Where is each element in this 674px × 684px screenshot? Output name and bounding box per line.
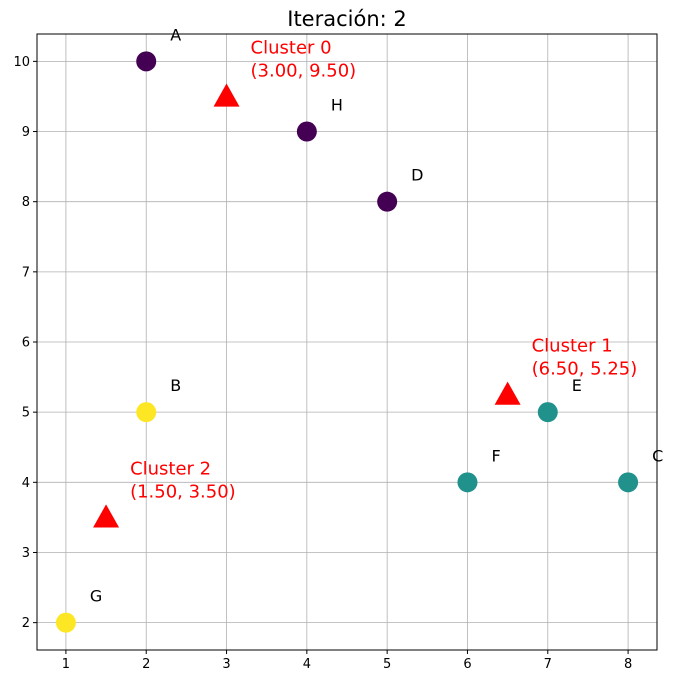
y-tick-label: 3: [22, 546, 30, 561]
data-point: [618, 472, 639, 493]
data-point: [296, 121, 317, 142]
centroid-label: Cluster 2 (1.50, 3.50): [130, 458, 236, 502]
y-tick-label: 6: [22, 336, 30, 351]
axis-ticks: 1 2 3 4 5 6 7 8 2 3 4 5 6 7 8 9 10: [13, 55, 632, 672]
x-tick-label: 3: [222, 657, 230, 672]
y-tick-label: 5: [22, 406, 30, 421]
centroid-coords: (1.50, 3.50): [130, 481, 236, 502]
point-label: H: [331, 96, 343, 115]
x-tick-label: 1: [62, 657, 70, 672]
data-point: [136, 51, 157, 72]
point-label: C: [652, 446, 663, 465]
data-point: [377, 191, 398, 212]
centroid-marker: [213, 83, 240, 107]
x-tick-label: 2: [142, 657, 150, 672]
y-tick-label: 7: [22, 265, 30, 280]
plot-frame: [36, 33, 658, 651]
y-tick-label: 8: [22, 195, 30, 210]
centroid-name: Cluster 1: [532, 336, 613, 357]
data-points: A B C D E F G H: [55, 25, 663, 633]
x-tick-label: 6: [463, 657, 471, 672]
centroid-label: Cluster 0 (3.00, 9.50): [251, 37, 357, 81]
y-tick-label: 9: [22, 125, 30, 140]
x-tick-label: 7: [544, 657, 552, 672]
point-label: D: [411, 166, 423, 185]
point-label: A: [170, 25, 181, 44]
y-tick-label: 4: [22, 476, 30, 491]
centroids: Cluster 0 (3.00, 9.50) Cluster 1 (6.50, 5.2…: [93, 37, 638, 528]
chart-title: Iteración: 2: [287, 7, 407, 31]
point-label: B: [170, 376, 181, 395]
y-tick-label: 2: [22, 616, 30, 631]
x-tick-label: 4: [303, 657, 311, 672]
centroid-name: Cluster 2: [130, 458, 211, 479]
point-label: G: [90, 587, 102, 606]
x-tick-label: 8: [624, 657, 632, 672]
centroid-coords: (6.50, 5.25): [532, 359, 638, 380]
centroid-coords: (3.00, 9.50): [251, 60, 357, 81]
centroid-marker: [93, 504, 120, 528]
centroid-label: Cluster 1 (6.50, 5.25): [532, 336, 638, 380]
data-point: [55, 612, 76, 633]
point-label: F: [491, 446, 500, 465]
point-label: E: [572, 376, 582, 395]
data-point: [537, 402, 558, 423]
centroid-name: Cluster 0: [251, 37, 332, 58]
centroid-marker: [494, 381, 521, 405]
data-point: [457, 472, 478, 493]
y-tick-label: 10: [13, 55, 30, 70]
x-tick-label: 5: [383, 657, 391, 672]
data-point: [136, 402, 157, 423]
